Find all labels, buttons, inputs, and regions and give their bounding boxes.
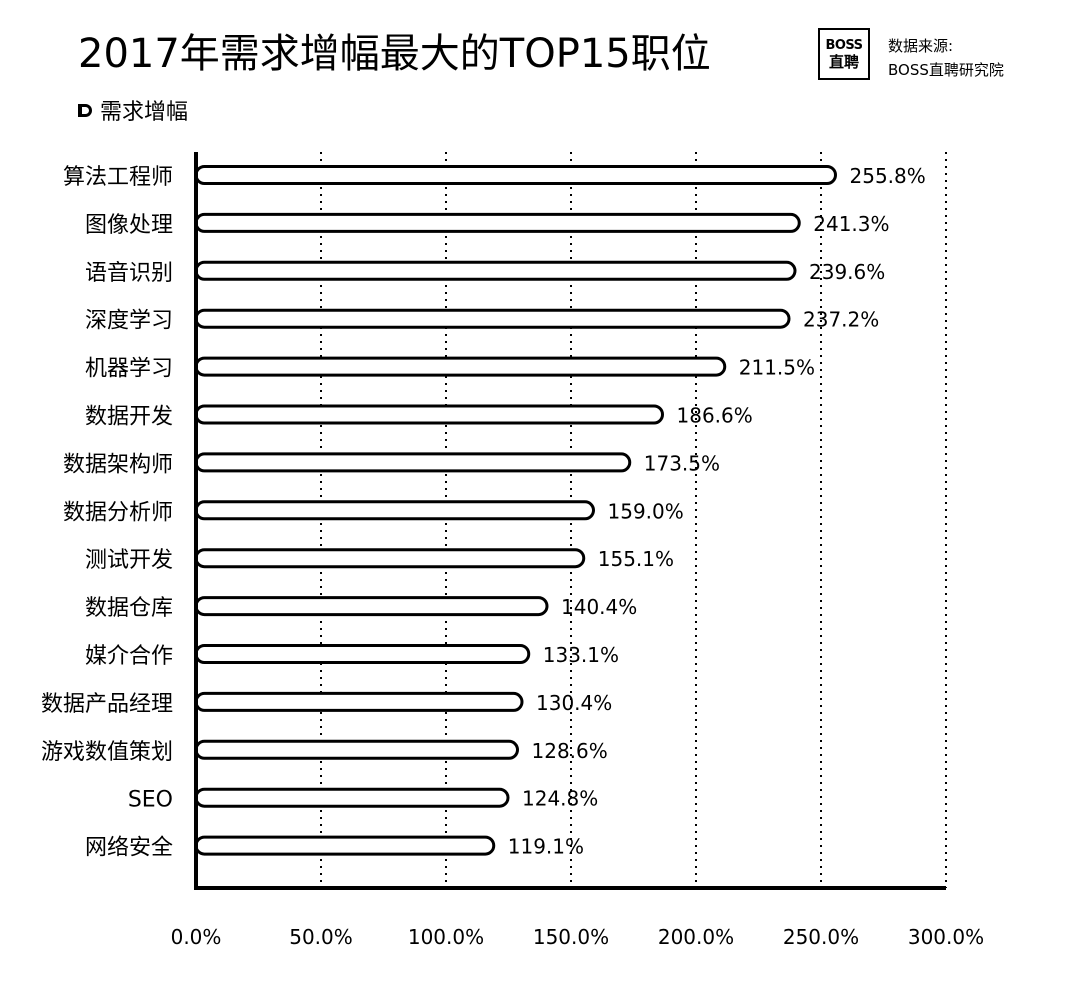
data-label: 239.6% [809, 260, 885, 284]
data-label: 128.6% [532, 739, 608, 763]
boss-logo: BOSS 直聘 [818, 28, 870, 80]
data-label: 255.8% [850, 164, 926, 188]
category-label: 数据开发 [85, 405, 173, 430]
category-label: SEO [128, 788, 173, 813]
bar [194, 308, 791, 329]
x-tick-label: 150.0% [533, 925, 609, 949]
bar [194, 500, 595, 521]
data-label: 241.3% [813, 212, 889, 236]
bar [194, 356, 727, 377]
data-label: 124.8% [522, 787, 598, 811]
legend: 需求增幅 [78, 96, 189, 125]
category-label: 媒介合作 [85, 644, 173, 669]
category-label: 测试开发 [85, 548, 173, 573]
category-label: 深度学习 [85, 309, 173, 334]
bar [194, 452, 632, 473]
data-label: 133.1% [543, 643, 619, 667]
data-label: 186.6% [677, 404, 753, 428]
legend-label: 需求增幅 [100, 100, 189, 125]
category-label: 机器学习 [85, 357, 173, 382]
x-tick-label: 250.0% [783, 925, 859, 949]
bar [194, 596, 549, 617]
bar [194, 404, 664, 425]
data-label: 130.4% [536, 691, 612, 715]
legend-swatch [78, 103, 92, 117]
bar [194, 165, 837, 185]
category-label: 算法工程师 [63, 165, 173, 190]
bar [194, 739, 519, 760]
source-line-1: 数据来源: [888, 37, 954, 55]
bar [194, 212, 801, 233]
logo-text-top: BOSS [825, 37, 863, 53]
data-label: 119.1% [508, 835, 584, 859]
bar [194, 548, 586, 569]
x-tick-label: 50.0% [289, 925, 353, 949]
x-tick-label: 0.0% [171, 925, 222, 949]
logo-text-bottom: 直聘 [828, 52, 859, 71]
category-label: 数据产品经理 [41, 692, 173, 717]
bar [194, 644, 531, 664]
x-tick-label: 100.0% [408, 925, 484, 949]
data-label: 211.5% [739, 356, 815, 380]
source-line-2: BOSS直聘研究院 [888, 61, 1004, 79]
category-label: 数据仓库 [85, 596, 173, 621]
bar [194, 835, 496, 856]
x-tick-label: 200.0% [658, 925, 734, 949]
category-label: 数据架构师 [63, 452, 173, 477]
chart-title: 2017年需求增幅最大的TOP15职位 [78, 31, 711, 77]
bar [194, 260, 797, 281]
data-label: 159.0% [608, 499, 684, 523]
data-label: 237.2% [803, 308, 879, 332]
data-label: 155.1% [598, 547, 674, 571]
category-label: 数据分析师 [63, 500, 173, 525]
category-label: 网络安全 [85, 836, 173, 861]
bar [194, 787, 510, 808]
data-source: 数据来源: BOSS直聘研究院 [888, 34, 1004, 82]
category-label: 图像处理 [85, 213, 173, 238]
data-label: 140.4% [561, 595, 637, 619]
bar [194, 691, 524, 712]
data-label: 173.5% [644, 451, 720, 475]
category-label: 游戏数值策划 [41, 740, 173, 765]
category-label: 语音识别 [85, 261, 173, 286]
x-tick-label: 300.0% [908, 925, 984, 949]
